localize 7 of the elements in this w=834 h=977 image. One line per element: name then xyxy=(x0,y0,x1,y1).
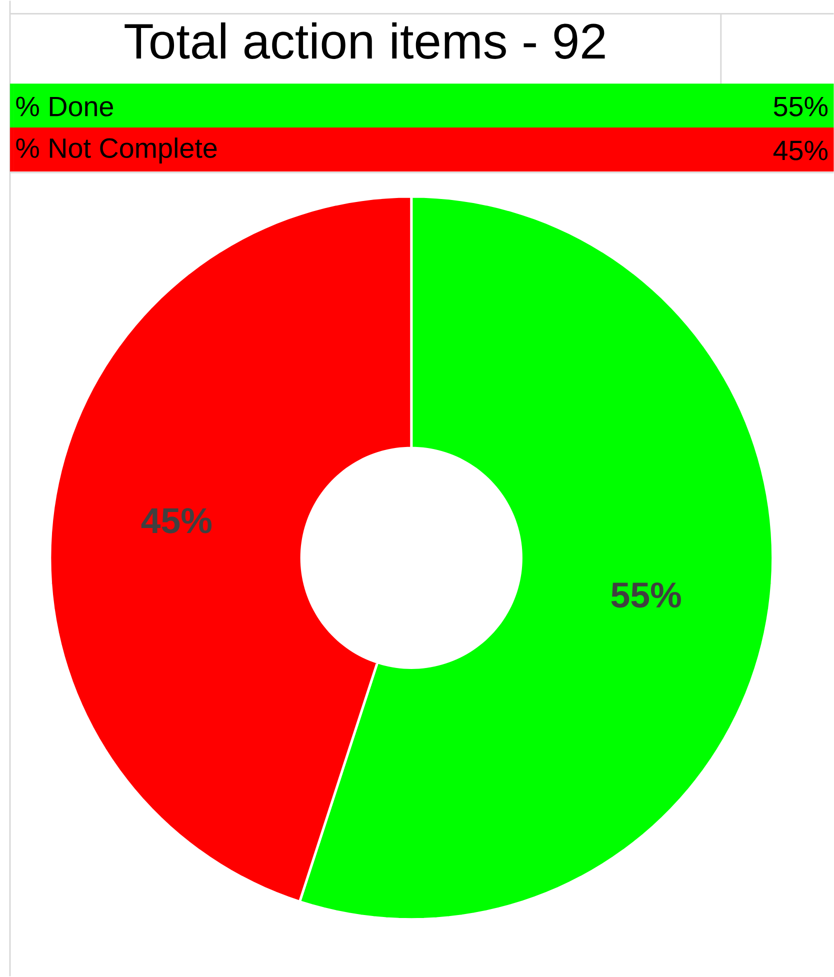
text: 45% xyxy=(773,140,828,160)
data-label: 55% xyxy=(774,96,828,116)
legend-label: % Not Complete xyxy=(16,138,216,164)
chart-title: Total action items - 92 xyxy=(124,22,605,59)
text: 55% xyxy=(611,582,681,608)
legend-label: % Done xyxy=(16,96,113,116)
data-label: 45% xyxy=(141,508,212,534)
